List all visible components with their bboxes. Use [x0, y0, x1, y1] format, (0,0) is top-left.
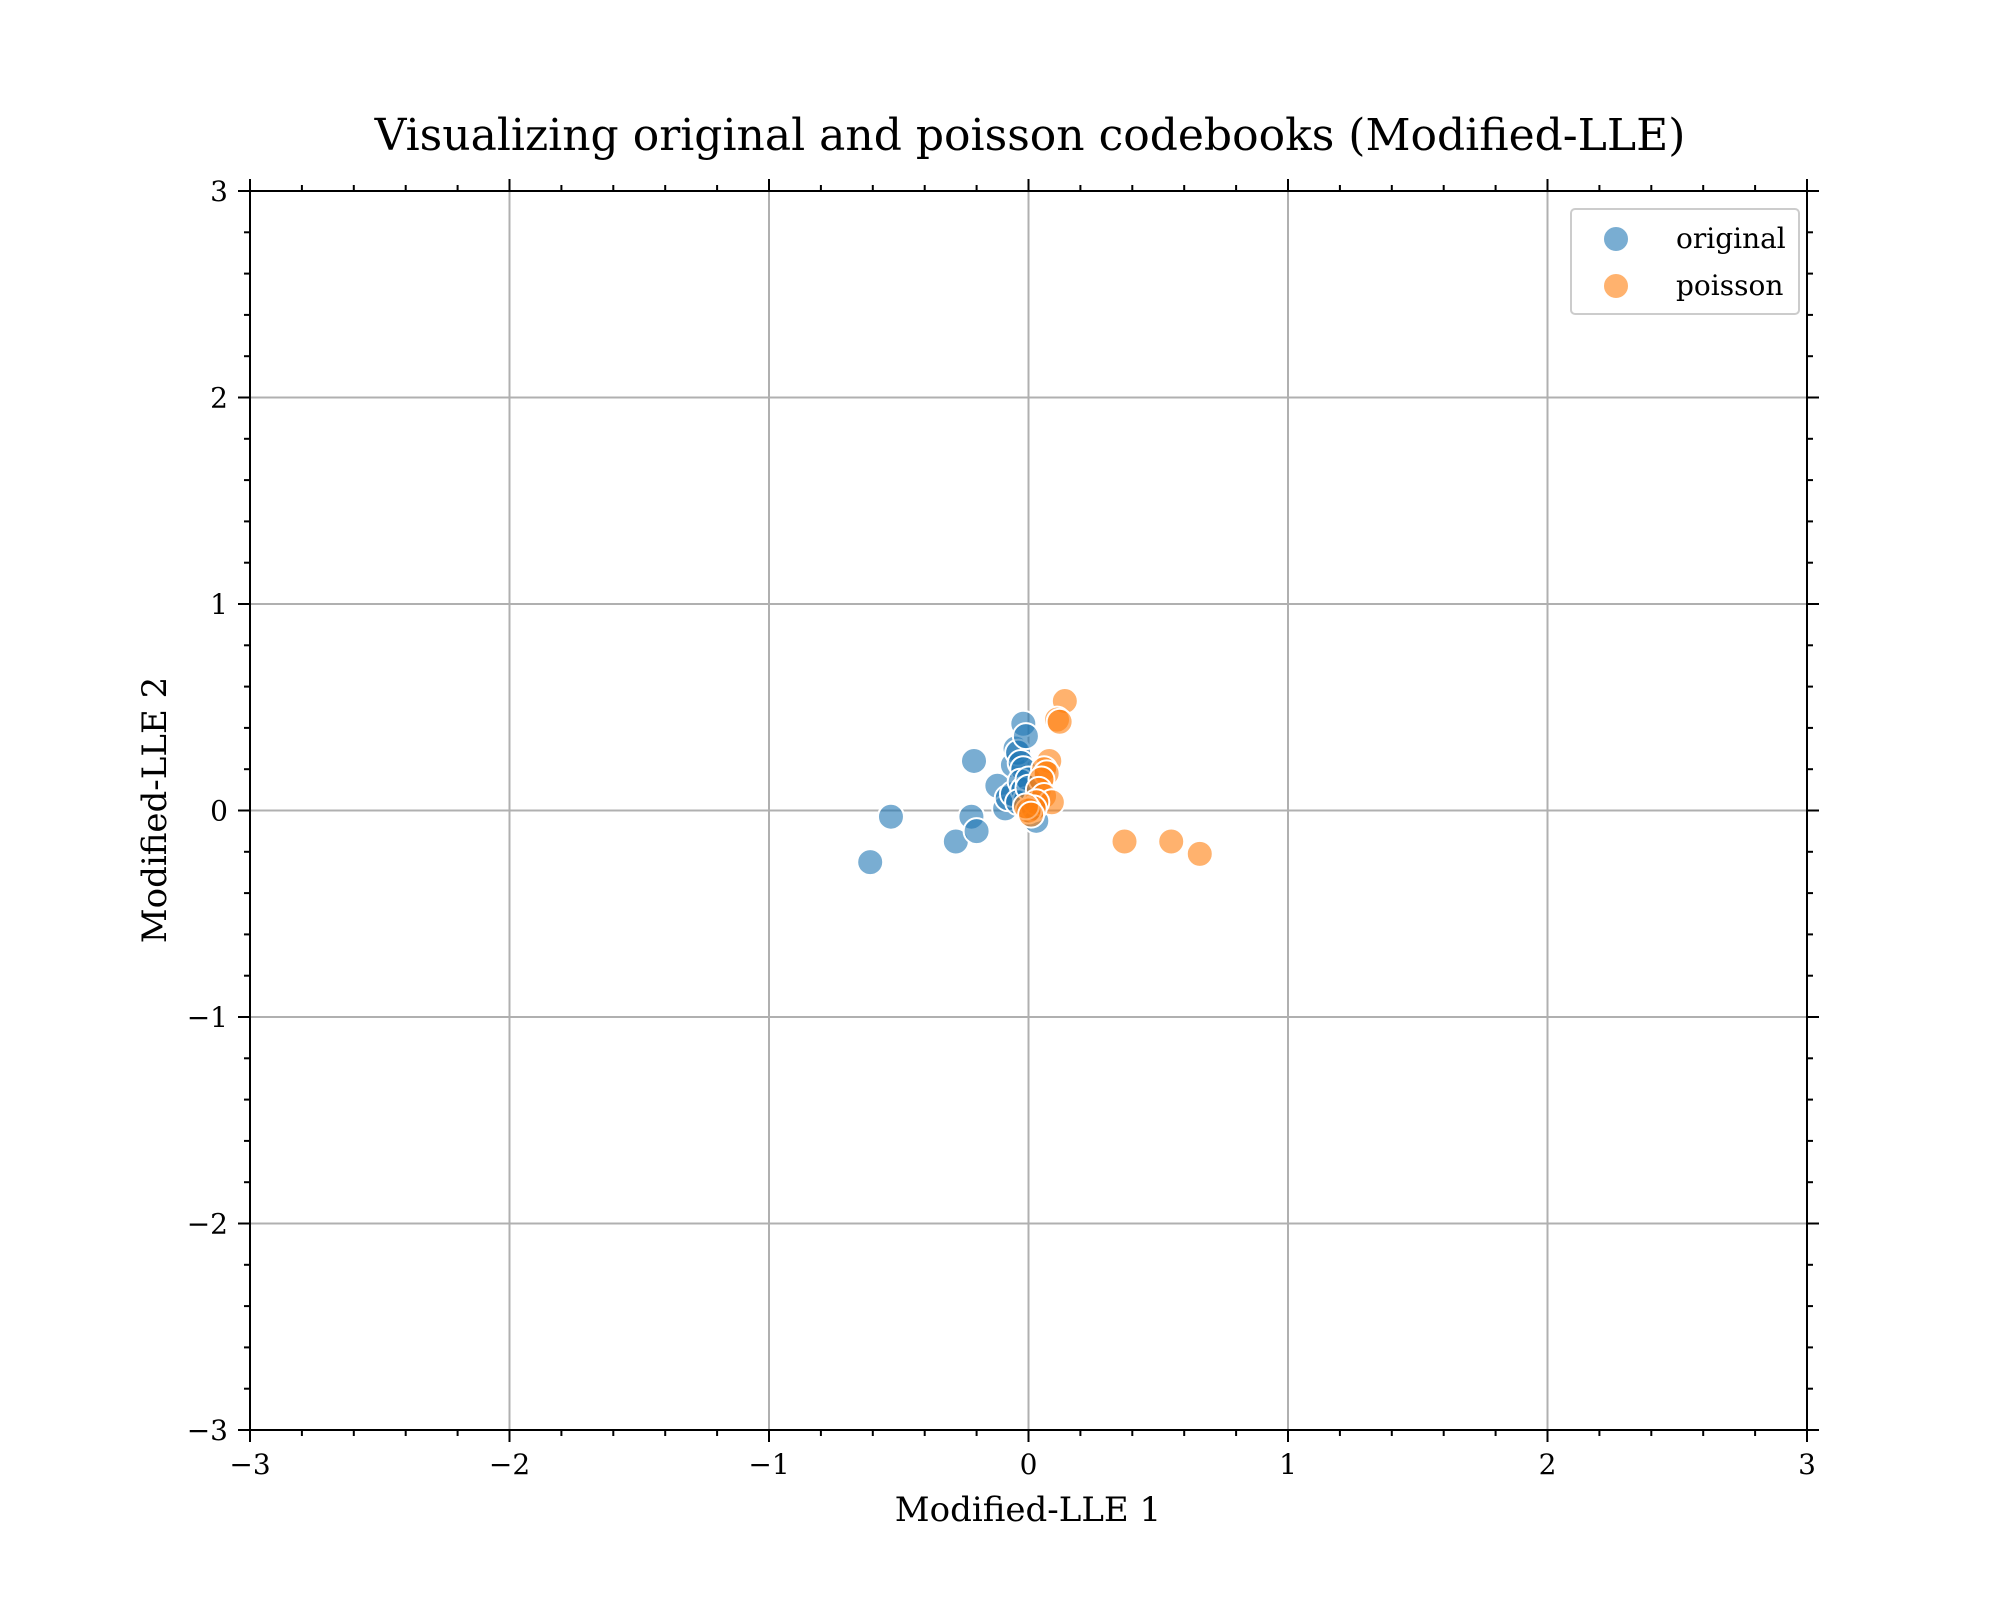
y-tick-label: −3	[187, 1414, 228, 1447]
poisson-point	[1185, 839, 1214, 868]
x-tick-label: −3	[229, 1448, 270, 1481]
y-tick-label: 2	[210, 382, 228, 415]
plot-frame	[249, 190, 1808, 1431]
poisson-point	[1017, 800, 1046, 829]
points-layer	[856, 687, 1214, 877]
x-tick-label: 2	[1539, 1448, 1557, 1481]
x-tick-label: 0	[1020, 1448, 1038, 1481]
original-point	[876, 802, 905, 831]
y-tick-label: −1	[187, 1001, 228, 1034]
legend-label-poisson: poisson	[1676, 269, 1783, 302]
series-poisson	[1011, 687, 1214, 868]
y-tick-label: 1	[210, 588, 228, 621]
legend-marker-original	[1602, 225, 1630, 253]
x-axis-label: Modified-LLE 1	[895, 1490, 1161, 1530]
poisson-point	[1157, 827, 1186, 856]
legend-marker-poisson	[1602, 272, 1630, 300]
legend-label-original: original	[1676, 222, 1786, 255]
y-tick-label: 3	[210, 175, 228, 208]
poisson-point	[1045, 707, 1074, 736]
x-tick-label: −2	[489, 1448, 530, 1481]
x-tick-label: −1	[748, 1448, 789, 1481]
poisson-point	[1110, 827, 1139, 856]
x-tick-label: 3	[1798, 1448, 1816, 1481]
original-point	[960, 746, 989, 775]
original-point	[1011, 722, 1040, 751]
x-tick-label: 1	[1279, 1448, 1297, 1481]
original-point	[962, 817, 991, 846]
original-point	[856, 848, 885, 877]
y-axis-label: Modified-LLE 2	[135, 677, 175, 943]
y-tick-label: 0	[210, 795, 228, 828]
y-tick-label: −2	[187, 1208, 228, 1241]
series-original	[856, 709, 1051, 877]
tick-layer: −3 −2 −1 0 1 2 3 −3 −2 −1 0 1 2 3	[187, 175, 1819, 1481]
chart-title: Visualizing original and poisson codeboo…	[374, 110, 1686, 161]
legend: original poisson	[1570, 208, 1800, 315]
grid-layer	[250, 191, 1807, 1430]
